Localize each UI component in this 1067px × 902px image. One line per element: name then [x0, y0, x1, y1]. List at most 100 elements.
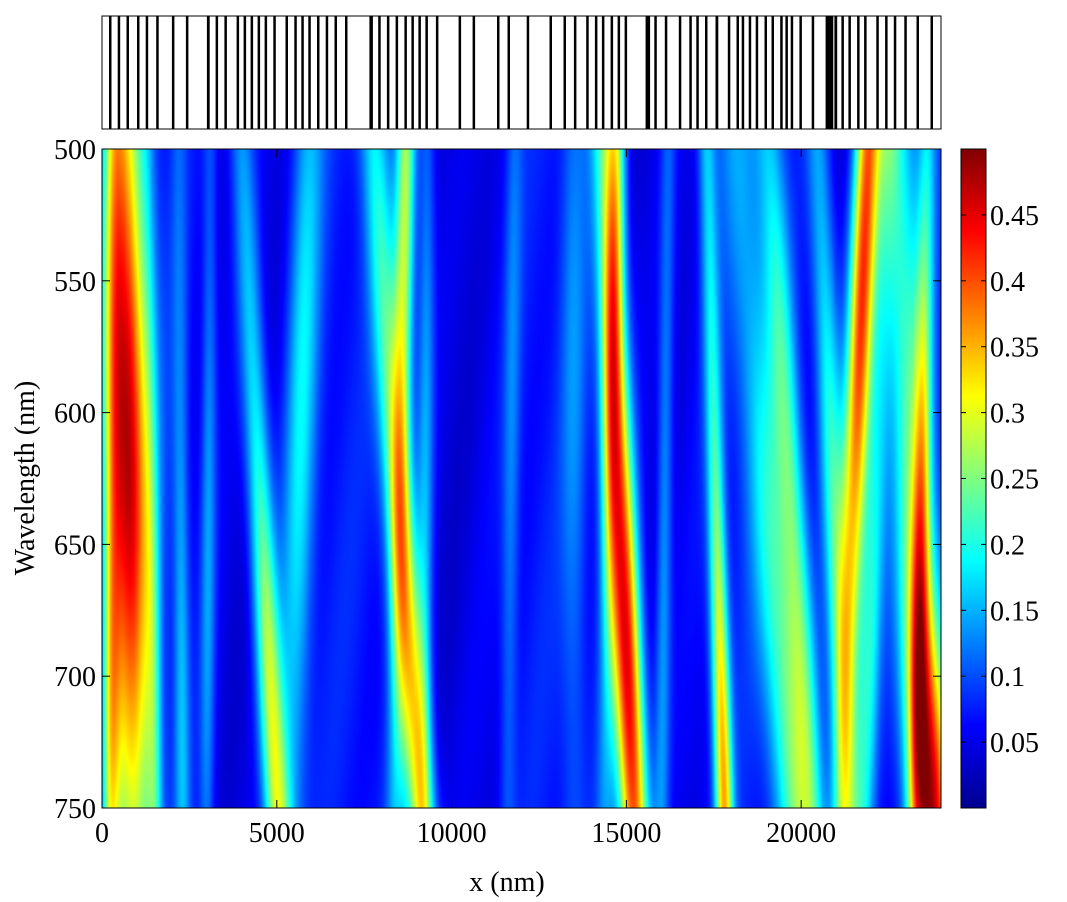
structure-bar — [736, 16, 739, 129]
structure-bar — [930, 16, 933, 129]
y-axis-ticks: 500 550 600 650 700 750 — [54, 135, 941, 825]
structure-bar — [715, 16, 719, 129]
heatmap-area — [102, 149, 941, 808]
x-tick-label: 20000 — [766, 818, 836, 849]
structure-bar — [386, 16, 390, 129]
structure-bar — [369, 16, 373, 129]
structure-bar — [250, 16, 254, 129]
structure-bar — [610, 16, 614, 129]
structure-bar — [378, 16, 381, 129]
structure-bar — [678, 16, 682, 129]
structure-bar — [257, 16, 261, 129]
structure-bar — [507, 16, 510, 129]
structure-bar — [594, 16, 598, 129]
structure-bar — [834, 16, 838, 129]
structure-bar — [294, 16, 297, 129]
structure-bar — [224, 16, 227, 129]
structure-bar — [825, 16, 834, 129]
barcode-frame — [101, 15, 942, 130]
structure-bar — [885, 16, 888, 129]
structure-bar — [215, 16, 219, 129]
structure-bar — [425, 16, 428, 129]
colorbar-tick-label: 0.35 — [990, 333, 1039, 364]
structure-bar — [764, 16, 767, 129]
structure-bar — [145, 16, 149, 129]
structure-bar — [573, 16, 577, 129]
structure-bar — [264, 16, 268, 129]
structure-bar — [857, 16, 860, 129]
structure-bar — [876, 16, 879, 129]
y-tick-label: 650 — [54, 530, 96, 561]
structure-bar — [117, 16, 121, 129]
structure-bar — [563, 16, 566, 129]
colorbar-tick-label: 0.1 — [990, 662, 1025, 693]
structure-bar — [654, 16, 657, 129]
structure-bar — [741, 16, 745, 129]
structure-bar — [497, 16, 500, 129]
structure-bar — [755, 16, 759, 129]
colorbar-tick-label: 0.4 — [990, 267, 1025, 298]
structure-bar — [395, 16, 399, 129]
structure-bar — [526, 16, 530, 129]
colorbar-tick-label: 0.45 — [990, 201, 1039, 232]
colorbar-tick-label: 0.25 — [990, 465, 1039, 496]
colorbar-tick-label: 0.15 — [990, 596, 1039, 627]
structure-bar — [171, 16, 175, 129]
heatmap-frame — [101, 148, 942, 809]
structure-bar — [785, 16, 788, 129]
structure-bar — [799, 16, 802, 129]
structure-bar — [301, 16, 304, 129]
structure-bar — [624, 16, 628, 129]
structure-bar — [285, 16, 288, 129]
structure-bar — [549, 16, 552, 129]
structure-bar — [308, 16, 311, 129]
structure-bar — [418, 16, 421, 129]
structure-bar — [696, 16, 699, 129]
y-tick-label: 750 — [54, 794, 96, 825]
structure-bar — [780, 16, 783, 129]
x-tick-label: 5000 — [249, 818, 305, 849]
structure-bar — [645, 16, 651, 129]
x-tick-label: 15000 — [591, 818, 661, 849]
structure-bar — [206, 16, 210, 129]
x-axis-label: x (nm) — [469, 867, 544, 898]
structure-bar — [771, 16, 774, 129]
structure-bar — [664, 16, 668, 129]
structure-bar — [243, 16, 247, 129]
structure-bar — [317, 16, 320, 129]
structure-bar — [435, 16, 439, 129]
structure-bar — [864, 16, 867, 129]
structure-bar — [617, 16, 621, 129]
x-tick-label: 10000 — [417, 818, 487, 849]
structure-bar — [458, 16, 462, 129]
y-tick-label: 700 — [54, 662, 96, 693]
y-tick-label: 600 — [54, 399, 96, 430]
colorbar-tick-label: 0.3 — [990, 399, 1025, 430]
structure-bar — [404, 16, 407, 129]
structure-bar — [848, 16, 851, 129]
structure-bar — [345, 16, 348, 129]
x-axis-ticks: 0 5000 10000 15000 20000 — [95, 149, 836, 849]
structure-bar — [893, 16, 897, 129]
colorbar-tick-label: 0.05 — [990, 728, 1039, 759]
structure-bar — [137, 16, 140, 129]
structure-barcode — [101, 15, 942, 130]
structure-bar — [916, 16, 919, 129]
structure-bar — [790, 16, 794, 129]
structure-bar — [472, 16, 476, 129]
colorbar-ticks: 0.05 0.1 0.15 0.2 0.25 0.3 0.35 0.4 0.45 — [961, 201, 1039, 759]
y-axis-label: Wavelength (nm) — [10, 381, 41, 575]
structure-bar — [705, 16, 708, 129]
structure-bar — [601, 16, 605, 129]
y-tick-label: 500 — [54, 135, 96, 166]
structure-bar — [811, 16, 815, 129]
structure-bar — [586, 16, 589, 129]
structure-bar — [109, 16, 112, 129]
structure-bar — [236, 16, 240, 129]
structure-bar — [334, 16, 337, 129]
y-tick-label: 550 — [54, 267, 96, 298]
structure-bar — [748, 16, 752, 129]
heatmap-canvas — [102, 149, 941, 808]
x-tick-label: 0 — [95, 818, 109, 849]
